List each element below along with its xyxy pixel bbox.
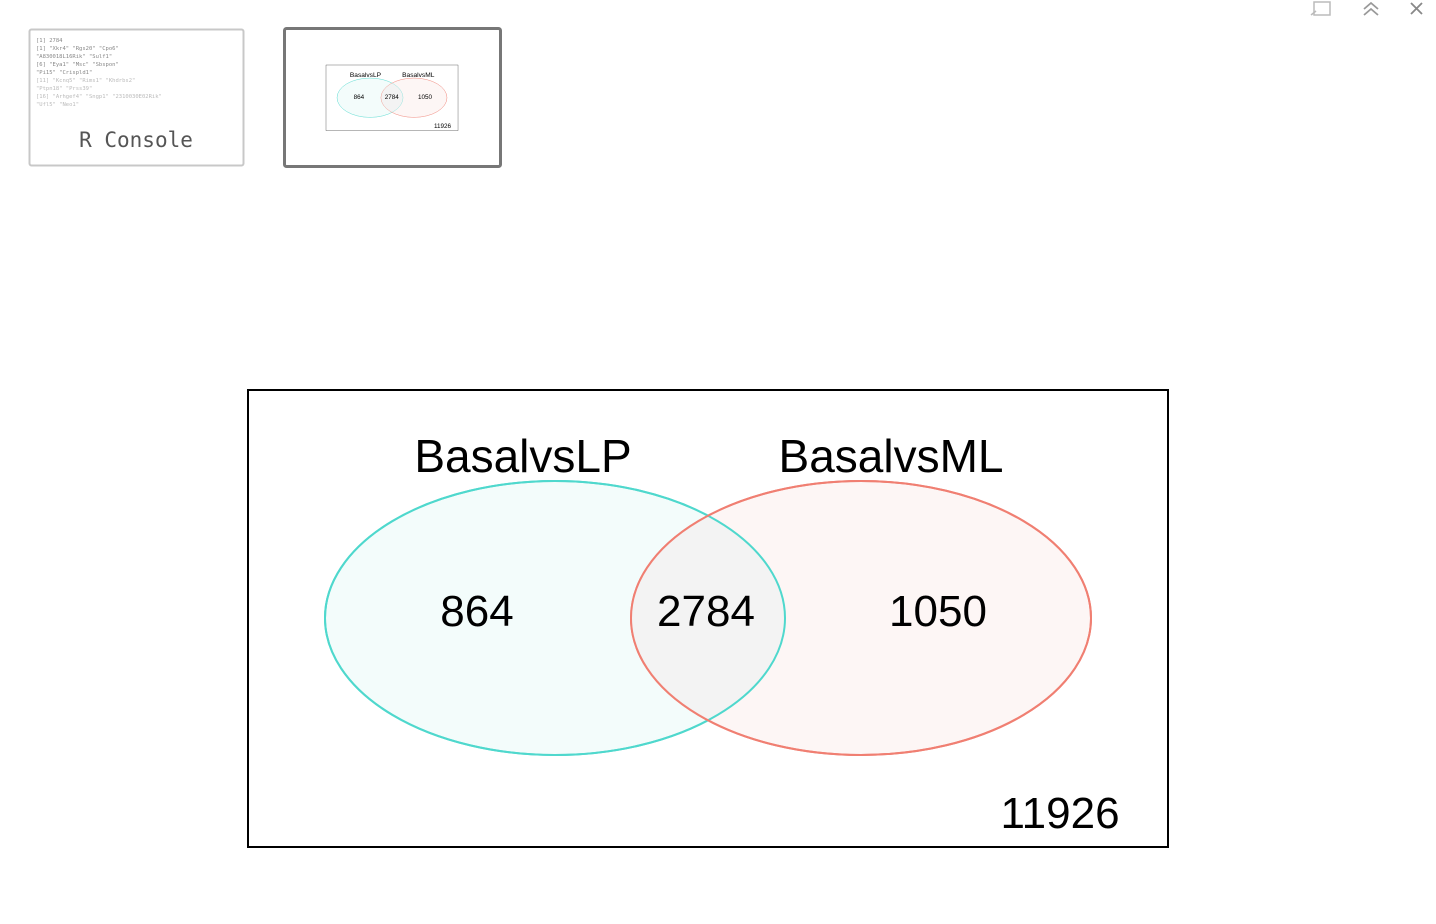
console-line: [1] "Xkr4" "Rgs20" "Cpo6" xyxy=(36,46,119,52)
collapse-icon[interactable] xyxy=(1363,1,1379,16)
console-line: [1] 2784 xyxy=(36,38,63,44)
icon-part[interactable] xyxy=(1310,10,1317,16)
venn-label: 1050 xyxy=(889,587,987,636)
venn-label: 2784 xyxy=(385,94,400,101)
venn-diagram: BasalvsLP BasalvsML 864 2784 1050 11926 xyxy=(247,389,1169,848)
console-line: "A830018L16Rik" "Sulf1" xyxy=(36,54,112,60)
set-right-outline xyxy=(630,480,1092,756)
console-thumbnail[interactable]: [1] 2784 [1] "Xkr4" "Rgs20" "Cpo6" "A8300… xyxy=(28,28,245,167)
console-line: "Ufl5" "Neo1" xyxy=(36,102,79,108)
set-right-outline xyxy=(380,77,448,118)
console-line: [16] "Arhgef4" "Sngp1" "2310030E02Rik" xyxy=(36,94,162,100)
venn-label: 11926 xyxy=(434,123,452,130)
venn-label: BasalvsML xyxy=(779,430,1004,482)
set-left-outline xyxy=(336,77,404,118)
venn-label: BasalvsML xyxy=(402,72,435,79)
toolbar-icons xyxy=(1310,1,1423,16)
intersection xyxy=(380,78,404,118)
venn-thumbnail: BasalvsLP BasalvsML 864 2784 1050 11926 xyxy=(325,64,459,131)
venn-label: 864 xyxy=(440,587,513,636)
console-line: [6] "Eya1" "Msc" "Sbspon" xyxy=(36,62,119,68)
console-line: "Ptpn18" "Prss39" xyxy=(36,86,92,92)
export-icon[interactable] xyxy=(1310,1,1331,16)
venn-label: 1050 xyxy=(418,94,433,101)
plot-thumbnail[interactable]: BasalvsLP BasalvsML 864 2784 1050 11926 xyxy=(283,27,502,168)
intersection xyxy=(631,481,785,755)
venn-label: 864 xyxy=(354,94,365,101)
icon-part[interactable] xyxy=(1313,1,1331,16)
venn-label: BasalvsLP xyxy=(414,430,631,482)
thumbnail-label[interactable]: R Console xyxy=(79,128,193,152)
console-line: "Pi15" "Crispld1" xyxy=(36,70,92,76)
thumbnail-frame[interactable] xyxy=(28,28,245,167)
venn-label: BasalvsLP xyxy=(350,72,382,79)
venn-label: 2784 xyxy=(657,587,755,636)
close-icon[interactable] xyxy=(1410,2,1423,15)
set-left-outline xyxy=(324,480,786,756)
console-lines: [1] 2784 [1] "Xkr4" "Rgs20" "Cpo6" "A8300… xyxy=(36,38,162,108)
console-line: [11] "Kcnq5" "Rims1" "Khdrbs2" xyxy=(36,78,135,84)
venn-label: 11926 xyxy=(1000,789,1119,838)
